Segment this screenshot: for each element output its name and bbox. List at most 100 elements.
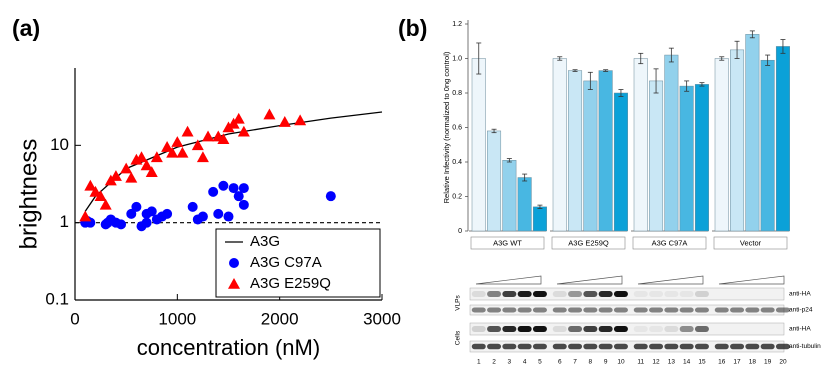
- blot-band: [745, 344, 759, 350]
- lane-number: 12: [652, 359, 660, 366]
- titration-wedge: [557, 276, 622, 284]
- blot-band: [776, 344, 790, 350]
- bar: [665, 55, 679, 231]
- bar: [599, 71, 613, 231]
- blot-band: [502, 344, 516, 350]
- blot-band: [664, 291, 678, 297]
- blot-band: [634, 326, 648, 332]
- titration-wedge: [638, 276, 703, 284]
- blot-band: [634, 344, 648, 350]
- blot-band: [599, 308, 613, 313]
- lane-number: 16: [718, 359, 726, 366]
- blot-band: [502, 326, 516, 332]
- y-tick-label: 1.0: [452, 55, 462, 62]
- blot-band: [533, 326, 547, 332]
- y-tick-label: 1.2: [452, 21, 462, 28]
- blot-band: [761, 344, 775, 350]
- blot-band: [634, 308, 648, 313]
- bar: [518, 178, 532, 231]
- bar: [553, 59, 567, 232]
- blot-band: [568, 326, 582, 332]
- blot-band: [533, 291, 547, 297]
- titration-wedge: [476, 276, 541, 284]
- blot-band: [715, 344, 729, 350]
- bar: [533, 207, 547, 231]
- y-tick-label: 0.6: [452, 124, 462, 131]
- blot-band: [649, 344, 663, 350]
- point: [151, 151, 163, 162]
- blot-band: [568, 291, 582, 297]
- blot-band: [553, 326, 567, 332]
- blot-band: [553, 308, 567, 313]
- bar: [730, 50, 744, 231]
- titration-wedge: [719, 276, 784, 284]
- lane-number: 13: [668, 359, 676, 366]
- point: [326, 191, 336, 201]
- y-tick-label: 10: [50, 135, 69, 154]
- y-axis-label: brightness: [15, 139, 42, 250]
- blot-band: [583, 344, 597, 350]
- lane-number: 6: [558, 359, 562, 366]
- point: [171, 136, 183, 147]
- blot-band: [664, 344, 678, 350]
- blot-row-label: anti-p24: [789, 307, 813, 314]
- legend-key: [229, 258, 239, 268]
- blot-band: [664, 326, 678, 332]
- blot-band: [649, 326, 663, 332]
- blot-band: [553, 344, 567, 350]
- y-tick-label: 0.8: [452, 90, 462, 97]
- bar: [614, 93, 628, 231]
- lane-number: 11: [637, 359, 644, 366]
- bar: [715, 59, 729, 232]
- point: [142, 218, 152, 228]
- y-tick-label: 1: [60, 212, 69, 231]
- blot-band: [568, 344, 582, 350]
- legend-label: A3G E259Q: [250, 275, 331, 292]
- y-tick-label: 0.2: [452, 193, 462, 200]
- blot-band: [614, 308, 628, 313]
- point: [239, 183, 249, 193]
- blot-band: [599, 344, 613, 350]
- bar: [584, 81, 598, 231]
- blot-band: [680, 308, 694, 313]
- point: [176, 147, 188, 158]
- bar: [487, 131, 501, 231]
- lane-number: 7: [573, 359, 577, 366]
- blot-band: [487, 344, 501, 350]
- blot-band: [518, 326, 532, 332]
- blot-band: [695, 291, 709, 297]
- lane-number: 17: [733, 359, 741, 366]
- lane-number: 10: [617, 359, 625, 366]
- blot-band: [533, 308, 547, 313]
- x-tick-label: Vector: [740, 238, 762, 247]
- blot-band: [472, 291, 486, 297]
- x-tick-label: 1000: [158, 309, 196, 328]
- panel-label: (a): [12, 15, 40, 41]
- lane-number: 18: [749, 359, 757, 366]
- blot-band: [518, 291, 532, 297]
- blot-band: [583, 326, 597, 332]
- y-tick-label: 0: [458, 228, 462, 235]
- bar: [680, 86, 694, 231]
- blot-band: [649, 291, 663, 297]
- panel-label: (b): [398, 15, 427, 41]
- point: [294, 114, 306, 125]
- blot-band: [649, 308, 663, 313]
- blot-band: [634, 291, 648, 297]
- blot-row-label: anti-HA: [789, 326, 811, 333]
- blot-row-label: anti-HA: [789, 291, 811, 298]
- blot-band: [553, 291, 567, 297]
- point: [279, 116, 291, 127]
- figure: (a) (b) 01000200030000.1110A3GA3G C97AA3…: [0, 0, 830, 371]
- y-axis-label: Relative Infectivity (normalized to 0ng …: [442, 51, 451, 203]
- point: [131, 202, 141, 212]
- x-tick-label: A3G WT: [493, 238, 522, 247]
- blot-band: [533, 344, 547, 350]
- bar: [568, 71, 582, 231]
- blot-band: [680, 326, 694, 332]
- blot-band: [730, 344, 744, 350]
- lane-number: 14: [683, 359, 691, 366]
- blot-band: [599, 291, 613, 297]
- point: [198, 212, 208, 222]
- blot-band: [761, 308, 775, 313]
